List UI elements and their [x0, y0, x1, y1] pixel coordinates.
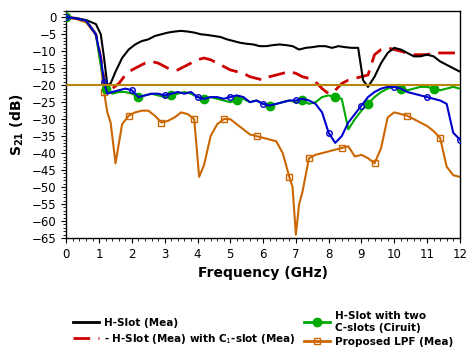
Y-axis label: $\mathregular{S_{21}}$ (dB): $\mathregular{S_{21}}$ (dB)	[9, 93, 27, 156]
X-axis label: Frequency (GHz): Frequency (GHz)	[198, 266, 328, 280]
Legend: H-Slot (Mea), - H-Slot (Mea) with C$_1$-slot (Mea), H-Slot with two C-slots (Mea: H-Slot (Mea), - H-Slot (Mea) with C$_1$-…	[69, 307, 457, 350]
